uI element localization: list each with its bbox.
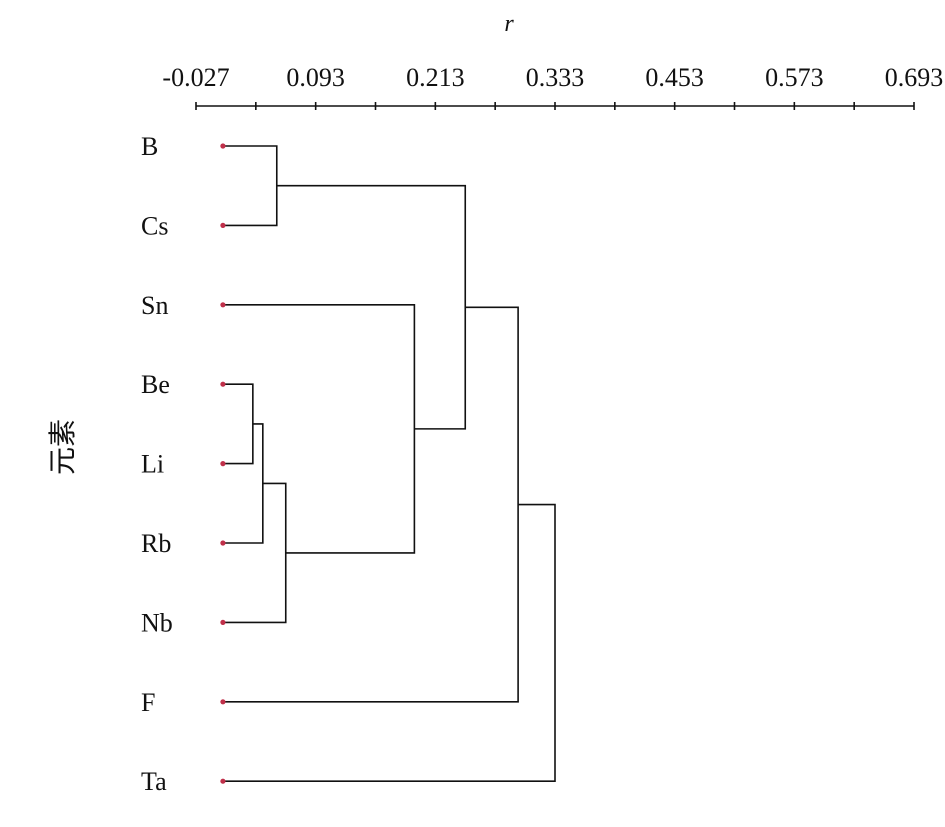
x-axis-tick-labels: -0.027 0.093 0.213 0.333 0.453 0.573 0.693 [162,63,943,92]
x-tick-label-5: 0.573 [765,63,824,92]
leaf-marker-cs [220,222,226,228]
x-tick-label-1: 0.093 [286,63,345,92]
leaf-marker-ta [220,778,226,784]
leaf-label-f: F [141,688,155,717]
leaf-label-cs: Cs [141,211,168,240]
x-tick-label-2: 0.213 [406,63,465,92]
link-m6 [276,184,467,430]
dendrogram-leaves: B Cs Sn Be Li Rb Nb F Ta [141,132,226,796]
leaf-label-li: Li [141,450,164,479]
leaf-label-rb: Rb [141,529,171,558]
x-tick-label-4: 0.453 [645,63,704,92]
leaf-marker-nb [220,619,226,626]
x-axis-ticks [195,102,915,110]
dendrogram-links [222,145,556,782]
link-m8 [222,503,556,782]
link-m7 [222,306,519,703]
leaf-marker-b [220,143,226,149]
link-m2 [222,423,264,544]
y-axis-title: 元素 [46,419,79,475]
leaf-label-ta: Ta [141,767,167,796]
x-tick-label-6: 0.693 [885,63,944,92]
leaf-label-b: B [141,132,158,161]
link-m3 [222,145,278,227]
x-axis-title: r [504,11,514,37]
leaf-label-sn: Sn [141,291,168,320]
link-m1 [222,383,254,465]
leaf-label-be: Be [141,370,170,399]
leaf-marker-li [220,461,226,467]
leaf-label-nb: Nb [141,608,173,637]
link-m5 [222,304,416,554]
x-tick-label-3: 0.333 [526,63,585,92]
x-tick-label-0: -0.027 [162,63,229,92]
leaf-marker-sn [220,302,226,308]
leaf-marker-rb [220,540,226,546]
leaf-marker-be [220,381,226,387]
link-m4 [222,482,287,624]
leaf-marker-f [220,699,226,705]
